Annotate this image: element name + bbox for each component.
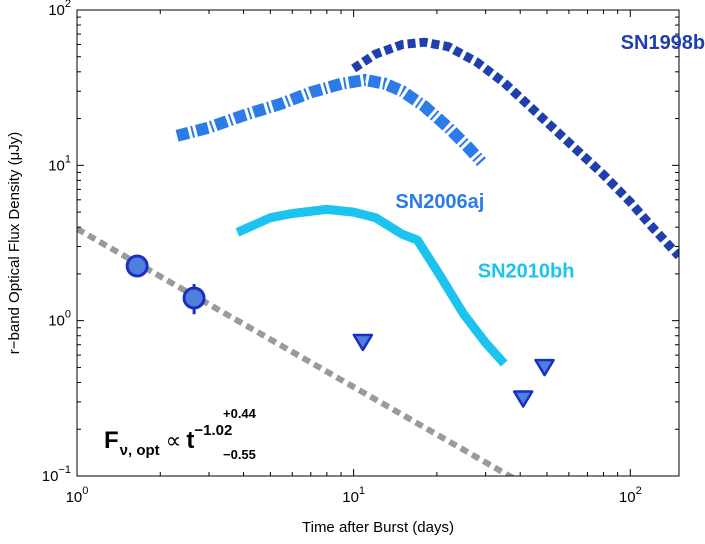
marker-layer (125, 254, 555, 408)
y-tick-label-1: 100 (48, 309, 71, 330)
powerlaw-annotation: Fν, opt ∝ t−1.02 (104, 422, 232, 459)
powerlaw-fit-layer (77, 226, 516, 476)
y-tick-label-0: 10−1 (42, 464, 71, 485)
formula-time-symbol: t (186, 427, 194, 454)
detection-point-2 (182, 286, 206, 310)
upper-limit-marker-1 (352, 333, 374, 352)
formula-subscript: ν, opt (120, 442, 160, 459)
plot-frame (76, 9, 680, 477)
series-layer (175, 37, 679, 367)
upper-limit-marker-3 (534, 358, 555, 377)
y-tick-label-2: 101 (48, 153, 71, 174)
powerlaw-fit-line (77, 226, 516, 476)
formula-upper-error: +0.44 (223, 406, 257, 421)
series-label-sn1998bw: SN1998bw (621, 32, 705, 54)
upper-limit-marker-2 (512, 390, 534, 408)
y-axis-label: r−band Optical Flux Density (μJy) (6, 132, 23, 354)
series-line-sn2006aj (175, 73, 487, 167)
detection-point-1 (125, 254, 149, 278)
series-line-sn1998bw (351, 37, 679, 260)
x-tick-label-2: 102 (619, 485, 642, 506)
formula-propto: ∝ (166, 428, 182, 453)
series-label-sn2006aj: SN2006aj (395, 191, 484, 213)
y-tick-label-3: 102 (48, 0, 71, 19)
formula-exponent: −1.02 (194, 422, 232, 439)
x-tick-label-1: 101 (342, 485, 365, 506)
formula-flux-symbol: F (104, 427, 119, 454)
formula-lower-error: −0.55 (223, 447, 256, 462)
series-label-sn2010bh: SN2010bh (478, 260, 575, 282)
x-axis-label: Time after Burst (days) (302, 519, 454, 536)
x-tick-label-0: 100 (66, 485, 89, 506)
series-label-layer: SN1998bw SN2006aj SN2010bh (395, 32, 705, 282)
series-line-sn2010bh (235, 204, 508, 367)
